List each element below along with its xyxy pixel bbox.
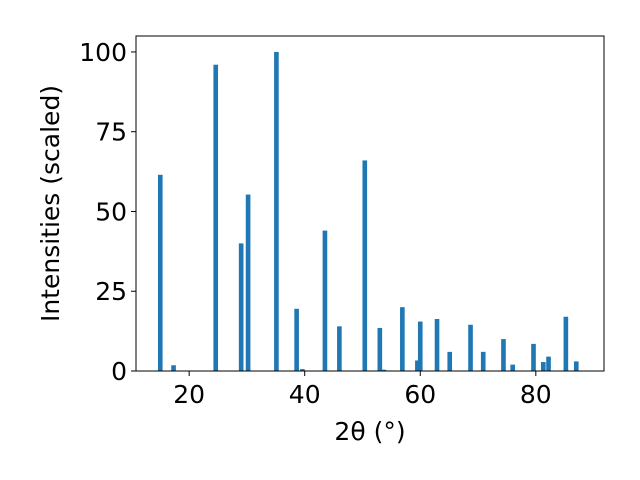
- bars-group: [157, 51, 579, 372]
- bar: [417, 321, 423, 371]
- x-axis-label: 2θ (°): [334, 417, 405, 446]
- bar: [501, 339, 506, 371]
- bar: [157, 174, 163, 371]
- x-tick-label: 40: [289, 380, 321, 409]
- bar: [171, 365, 176, 371]
- bar: [400, 307, 405, 371]
- x-tick-label: 80: [520, 380, 552, 409]
- bar: [434, 319, 440, 371]
- bar: [468, 324, 473, 371]
- bar: [294, 308, 299, 371]
- bar: [381, 369, 387, 371]
- bar: [377, 327, 383, 371]
- x-tick-label: 20: [173, 380, 205, 409]
- y-tick-label: 50: [95, 197, 127, 226]
- y-axis-label: Intensities (scaled): [36, 85, 65, 322]
- bar: [546, 356, 551, 371]
- y-tick-label: 0: [111, 357, 127, 386]
- bar: [337, 326, 342, 371]
- y-tick-label: 25: [95, 277, 127, 306]
- y-tick-label: 75: [95, 118, 127, 147]
- bar: [362, 160, 368, 371]
- bar: [213, 64, 219, 372]
- y-tick-label: 100: [79, 38, 127, 67]
- bar: [415, 360, 420, 371]
- bar: [573, 361, 579, 371]
- bar: [238, 243, 244, 371]
- bar: [300, 369, 305, 371]
- bar: [274, 51, 279, 371]
- bar: [447, 351, 453, 371]
- bar: [480, 351, 486, 371]
- bar: [531, 343, 536, 371]
- plot-frame: [135, 35, 605, 372]
- bar: [541, 362, 546, 371]
- x-tick-label: 60: [404, 380, 436, 409]
- bar: [322, 230, 328, 371]
- x-axis-ticks: 20 40 60 80: [173, 371, 552, 409]
- bar: [510, 364, 516, 371]
- bar: [245, 194, 251, 371]
- y-axis-ticks: 0 25 50 75 100: [79, 38, 136, 386]
- bar: [563, 316, 569, 371]
